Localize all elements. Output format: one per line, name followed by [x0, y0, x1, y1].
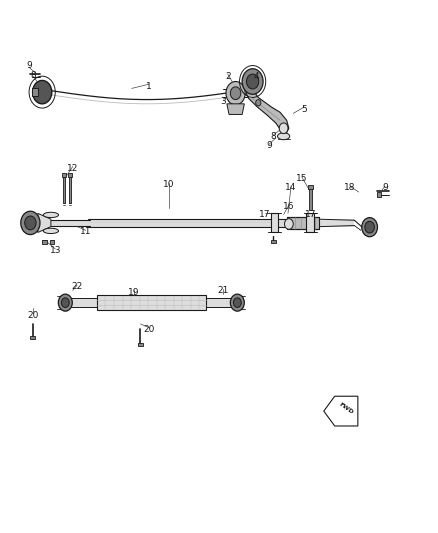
Bar	[49, 240, 54, 244]
Bar	[97, 295, 206, 310]
Text: 12: 12	[67, 164, 78, 173]
Text: 18: 18	[344, 183, 356, 192]
Bar	[138, 343, 143, 346]
Bar	[306, 213, 314, 232]
Text: 4: 4	[253, 71, 259, 80]
Circle shape	[242, 69, 263, 94]
Text: 20: 20	[144, 325, 155, 334]
Bar	[68, 173, 72, 177]
Bar	[271, 213, 279, 232]
Text: 15: 15	[296, 174, 308, 183]
Circle shape	[256, 100, 261, 106]
Circle shape	[230, 294, 244, 311]
Text: 8: 8	[271, 132, 276, 141]
Text: 16: 16	[283, 203, 295, 212]
Text: 22: 22	[71, 282, 83, 291]
Bar	[307, 185, 313, 189]
Circle shape	[285, 219, 293, 229]
Text: 21: 21	[218, 286, 229, 295]
Polygon shape	[246, 90, 289, 133]
Bar	[30, 336, 35, 339]
Text: 14: 14	[285, 183, 297, 192]
Circle shape	[230, 87, 241, 100]
Text: 20: 20	[27, 311, 38, 320]
Text: 9: 9	[382, 183, 388, 192]
Bar	[309, 188, 311, 209]
Text: 8: 8	[31, 70, 36, 79]
Circle shape	[233, 298, 241, 308]
Text: 9: 9	[26, 61, 32, 70]
Bar	[206, 298, 232, 307]
Circle shape	[61, 298, 69, 308]
Circle shape	[362, 217, 378, 237]
Circle shape	[279, 123, 288, 134]
Ellipse shape	[278, 133, 290, 140]
Bar	[63, 177, 65, 203]
Bar	[88, 219, 293, 227]
Text: 17: 17	[305, 211, 316, 220]
Circle shape	[25, 216, 36, 230]
Text: 5: 5	[301, 105, 307, 114]
Ellipse shape	[43, 212, 59, 217]
Text: 19: 19	[128, 287, 140, 296]
Text: FWD: FWD	[337, 402, 354, 415]
Text: 10: 10	[163, 180, 174, 189]
Bar	[62, 173, 66, 177]
Text: 9: 9	[266, 141, 272, 150]
Circle shape	[58, 294, 72, 311]
Bar	[377, 192, 381, 197]
Text: 17: 17	[259, 211, 271, 220]
Bar	[272, 240, 276, 243]
Ellipse shape	[43, 228, 59, 233]
Text: 11: 11	[80, 228, 92, 237]
Circle shape	[247, 74, 259, 89]
Polygon shape	[38, 213, 51, 232]
Bar	[42, 240, 46, 244]
Text: 1: 1	[146, 82, 152, 91]
Bar	[51, 220, 90, 226]
Circle shape	[365, 221, 374, 233]
Bar	[319, 219, 354, 227]
Polygon shape	[227, 104, 244, 115]
Text: 13: 13	[49, 246, 61, 255]
Bar	[287, 217, 319, 229]
Text: 2: 2	[225, 71, 230, 80]
Bar	[32, 88, 38, 96]
Bar	[69, 177, 71, 203]
Text: 3: 3	[220, 97, 226, 106]
Bar	[71, 298, 97, 307]
Circle shape	[32, 80, 52, 104]
Circle shape	[226, 82, 245, 105]
Circle shape	[21, 211, 40, 235]
